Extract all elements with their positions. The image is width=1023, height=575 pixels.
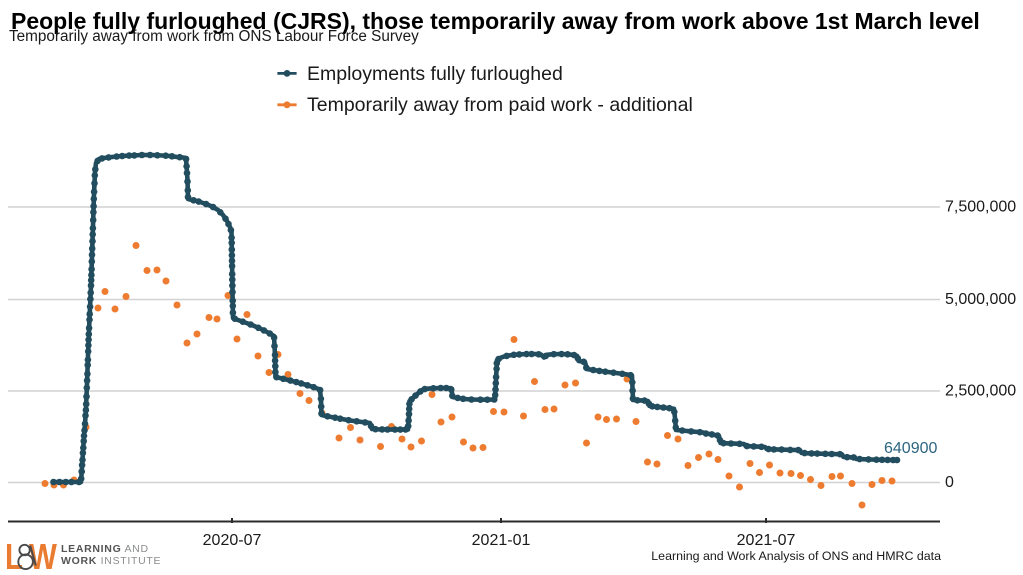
- svg-text:5,000,000: 5,000,000: [945, 291, 1016, 308]
- svg-text:7,500,000: 7,500,000: [945, 199, 1016, 216]
- svg-text:2020-07: 2020-07: [203, 532, 262, 549]
- svg-text:2,500,000: 2,500,000: [945, 383, 1016, 400]
- svg-text:2021-01: 2021-01: [472, 532, 531, 549]
- svg-text:0: 0: [945, 474, 954, 491]
- svg-text:2021-07: 2021-07: [737, 532, 796, 549]
- svg-text:640900: 640900: [884, 440, 937, 457]
